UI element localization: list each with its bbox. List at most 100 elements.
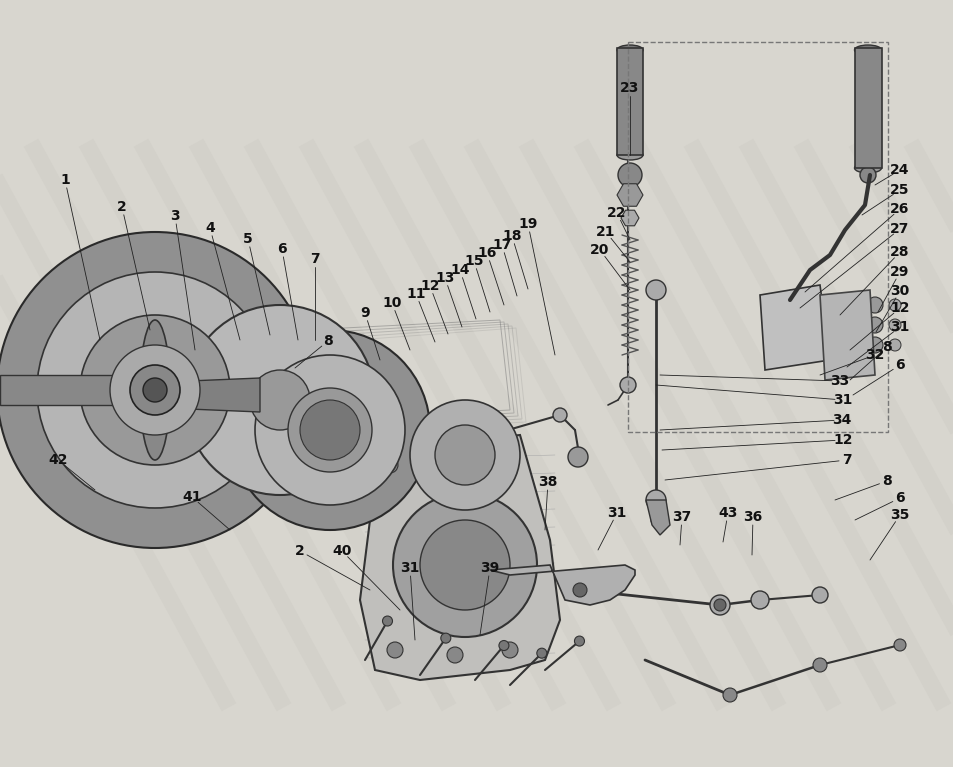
Circle shape xyxy=(801,302,817,318)
Circle shape xyxy=(435,425,495,485)
Text: 8: 8 xyxy=(882,340,891,354)
Text: 1: 1 xyxy=(60,173,70,187)
Polygon shape xyxy=(820,290,874,380)
Text: 19: 19 xyxy=(517,217,537,231)
Text: 32: 32 xyxy=(864,348,883,362)
Text: 28: 28 xyxy=(889,245,909,259)
Circle shape xyxy=(100,325,230,455)
Text: 22: 22 xyxy=(607,206,626,220)
Circle shape xyxy=(280,380,290,390)
Text: 31: 31 xyxy=(400,561,419,575)
Polygon shape xyxy=(165,378,260,412)
Circle shape xyxy=(250,370,310,430)
Circle shape xyxy=(110,345,200,435)
Text: 2: 2 xyxy=(117,200,127,214)
Circle shape xyxy=(326,446,339,460)
Circle shape xyxy=(537,648,546,658)
Circle shape xyxy=(841,303,854,317)
Circle shape xyxy=(220,340,233,354)
Circle shape xyxy=(230,330,430,530)
Text: 21: 21 xyxy=(596,225,615,239)
Circle shape xyxy=(645,280,665,300)
Circle shape xyxy=(888,319,900,331)
Text: 43: 43 xyxy=(718,506,737,520)
Circle shape xyxy=(37,272,273,508)
Circle shape xyxy=(567,447,587,467)
Circle shape xyxy=(447,457,462,473)
Text: 29: 29 xyxy=(889,265,909,279)
Circle shape xyxy=(888,339,900,351)
Text: 42: 42 xyxy=(49,453,68,467)
Text: 25: 25 xyxy=(889,183,909,197)
Circle shape xyxy=(812,658,826,672)
Text: 9: 9 xyxy=(360,306,370,320)
Text: 15: 15 xyxy=(464,254,483,268)
Circle shape xyxy=(143,378,167,402)
Circle shape xyxy=(859,167,875,183)
Circle shape xyxy=(841,323,854,337)
Text: 17: 17 xyxy=(492,238,511,252)
Circle shape xyxy=(782,290,802,310)
Text: 2: 2 xyxy=(294,544,305,558)
Circle shape xyxy=(841,343,854,357)
Circle shape xyxy=(440,633,451,644)
Text: 34: 34 xyxy=(831,413,851,427)
Circle shape xyxy=(866,317,882,333)
Circle shape xyxy=(288,388,372,472)
Text: 41: 41 xyxy=(182,490,201,504)
Circle shape xyxy=(771,307,787,323)
Text: 6: 6 xyxy=(277,242,287,256)
Circle shape xyxy=(750,591,768,609)
Polygon shape xyxy=(0,375,135,405)
Circle shape xyxy=(0,232,313,548)
Ellipse shape xyxy=(854,163,881,173)
Circle shape xyxy=(498,640,508,650)
Circle shape xyxy=(185,305,375,495)
Circle shape xyxy=(410,400,519,510)
Text: 30: 30 xyxy=(889,284,908,298)
Circle shape xyxy=(888,299,900,311)
Circle shape xyxy=(447,647,462,663)
Text: 18: 18 xyxy=(501,229,521,243)
Circle shape xyxy=(645,490,665,510)
Text: 31: 31 xyxy=(889,320,909,334)
Ellipse shape xyxy=(854,45,881,55)
Circle shape xyxy=(573,583,586,597)
Polygon shape xyxy=(359,435,559,680)
Circle shape xyxy=(393,493,537,637)
Text: 7: 7 xyxy=(310,252,319,266)
Circle shape xyxy=(419,520,510,610)
Text: 12: 12 xyxy=(832,433,852,447)
Text: 6: 6 xyxy=(894,358,903,372)
Circle shape xyxy=(618,163,641,187)
Text: 12: 12 xyxy=(889,301,909,315)
Circle shape xyxy=(501,642,517,658)
Circle shape xyxy=(801,335,817,351)
Text: 36: 36 xyxy=(742,510,761,524)
Circle shape xyxy=(811,587,827,603)
Text: 35: 35 xyxy=(889,508,909,522)
Circle shape xyxy=(866,297,882,313)
Circle shape xyxy=(254,355,405,505)
Circle shape xyxy=(80,315,230,465)
Text: 13: 13 xyxy=(435,271,455,285)
Ellipse shape xyxy=(617,150,642,160)
Polygon shape xyxy=(617,48,642,155)
Polygon shape xyxy=(617,184,642,206)
Polygon shape xyxy=(854,48,882,168)
Ellipse shape xyxy=(617,45,642,55)
Circle shape xyxy=(130,365,180,415)
Text: 8: 8 xyxy=(323,334,333,348)
Circle shape xyxy=(709,595,729,615)
Text: 39: 39 xyxy=(480,561,499,575)
Circle shape xyxy=(722,688,737,702)
Text: 10: 10 xyxy=(382,296,401,310)
Text: 23: 23 xyxy=(619,81,639,95)
Circle shape xyxy=(567,578,592,602)
Text: 7: 7 xyxy=(841,453,851,467)
Text: 40: 40 xyxy=(332,544,352,558)
Circle shape xyxy=(326,340,339,354)
Text: 6: 6 xyxy=(894,491,903,505)
Text: 16: 16 xyxy=(476,246,497,260)
Text: 11: 11 xyxy=(406,287,425,301)
